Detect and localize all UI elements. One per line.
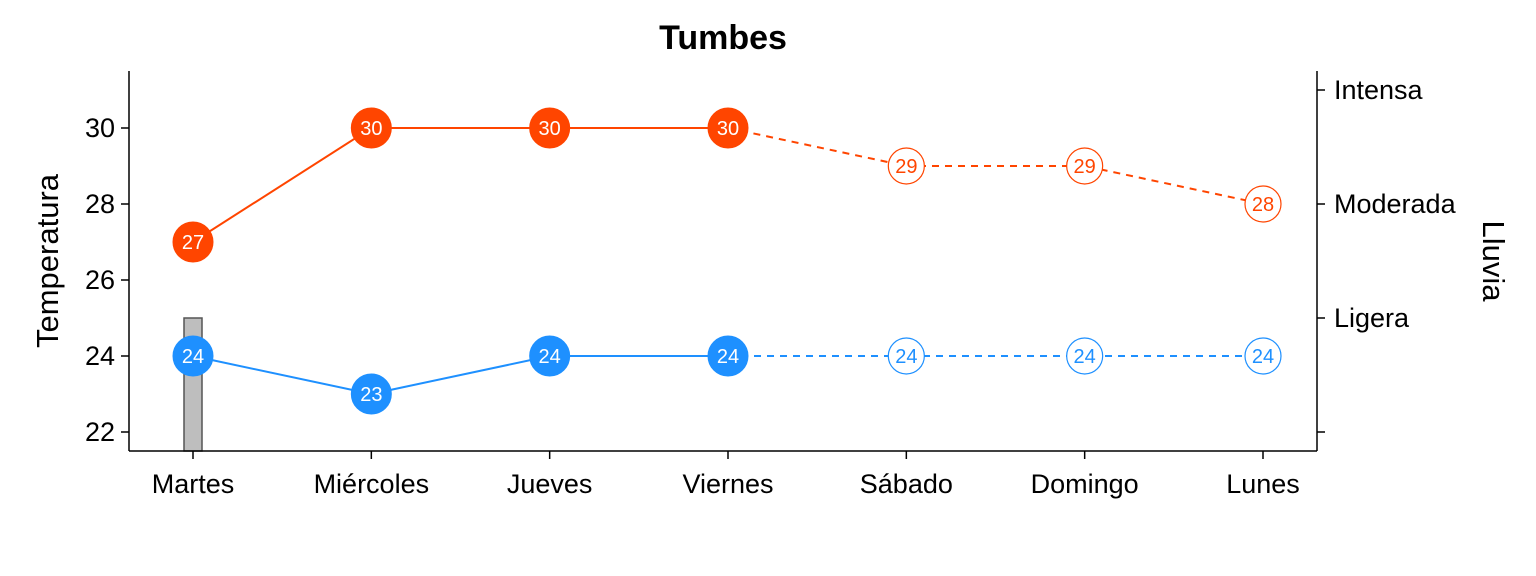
series-line-observed	[193, 128, 728, 242]
y-axis-title: Temperatura	[30, 173, 65, 348]
y2-axis-title: Lluvia	[1476, 221, 1511, 303]
data-label: 30	[360, 118, 382, 140]
series-points: 27 30 30 30 29 29 28 24 23 24 24 24 24 24	[173, 108, 1281, 414]
y2-ticks: Ligera Moderada Intensa	[1317, 75, 1457, 432]
data-label: 24	[1252, 346, 1274, 368]
y-tick-label: 22	[85, 417, 115, 447]
y-tick-label: 26	[85, 265, 115, 295]
x-tick-label: Martes	[152, 469, 235, 499]
x-tick-label: Sábado	[860, 469, 953, 499]
chart-title: Tumbes	[659, 19, 787, 57]
y2-tick-label: Moderada	[1334, 189, 1457, 219]
y-ticks: 22 24 26 28 30	[85, 113, 129, 447]
data-label: 29	[895, 156, 917, 178]
y-tick-label: 28	[85, 189, 115, 219]
data-label: 24	[717, 346, 739, 368]
data-label: 30	[717, 118, 739, 140]
x-tick-label: Jueves	[507, 469, 593, 499]
x-tick-label: Domingo	[1031, 469, 1139, 499]
series-line-observed	[193, 356, 728, 394]
x-tick-label: Miércoles	[314, 469, 430, 499]
data-label: 30	[539, 118, 561, 140]
y2-tick-label: Intensa	[1334, 75, 1424, 105]
y-tick-label: 24	[85, 341, 115, 371]
data-label: 24	[1074, 346, 1096, 368]
x-ticks: Martes Miércoles Jueves Viernes Sábado Doming…	[152, 451, 1300, 499]
data-label: 28	[1252, 194, 1274, 216]
data-label: 24	[182, 346, 204, 368]
y-tick-label: 30	[85, 113, 115, 143]
data-label: 24	[539, 346, 561, 368]
series-line-forecast	[728, 128, 1263, 204]
y2-tick-label: Ligera	[1334, 303, 1410, 333]
x-tick-label: Viernes	[682, 469, 773, 499]
x-tick-label: Lunes	[1226, 469, 1300, 499]
data-label: 24	[895, 346, 917, 368]
data-label: 23	[360, 384, 382, 406]
data-label: 29	[1074, 156, 1096, 178]
data-label: 27	[182, 232, 204, 254]
